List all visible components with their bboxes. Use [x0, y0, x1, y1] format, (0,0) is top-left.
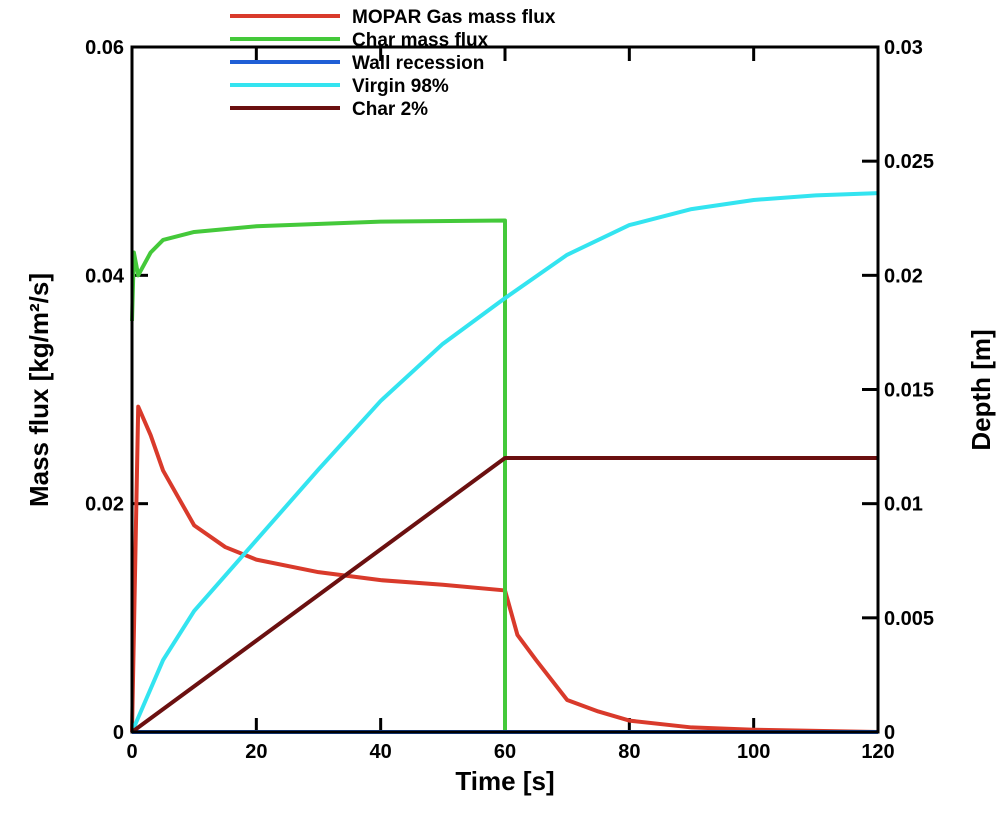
- y2-tick-label: 0: [884, 722, 895, 744]
- series-line: [130, 191, 879, 733]
- y2-tick-label: 0.015: [884, 380, 934, 402]
- y2-tick-label: 0.02: [884, 265, 923, 287]
- y-tick-label: 0.02: [85, 494, 124, 516]
- y-tick-label: 0.04: [85, 265, 125, 287]
- x-tick-label: 120: [861, 741, 894, 763]
- x-tick-label: 80: [618, 741, 640, 763]
- legend-label: MOPAR Gas mass flux: [352, 7, 556, 28]
- y2-tick-label: 0.01: [884, 494, 923, 516]
- legend-label: Virgin 98%: [352, 76, 449, 97]
- legend-label: Char mass flux: [352, 30, 489, 51]
- y2-tick-label: 0.025: [884, 151, 934, 173]
- series-line: [130, 404, 879, 734]
- y-tick-label: 0: [113, 722, 124, 744]
- y2-tick-label: 0.005: [884, 608, 934, 630]
- y-tick-label: 0.06: [85, 37, 124, 59]
- x-tick-label: 40: [370, 741, 392, 763]
- y2-axis-label: Depth [m]: [966, 329, 996, 450]
- x-tick-label: 60: [494, 741, 516, 763]
- y2-tick-label: 0.03: [884, 37, 923, 59]
- x-tick-label: 20: [245, 741, 267, 763]
- legend-label: Char 2%: [352, 99, 428, 120]
- x-tick-label: 0: [126, 741, 137, 763]
- legend-label: Wall recession: [352, 53, 484, 74]
- series-line: [130, 218, 507, 732]
- x-axis-label: Time [s]: [455, 766, 554, 796]
- y-axis-label: Mass flux [kg/m²/s]: [24, 273, 54, 507]
- x-tick-label: 100: [737, 741, 770, 763]
- plot-frame: [130, 45, 880, 734]
- series-line: [130, 456, 878, 734]
